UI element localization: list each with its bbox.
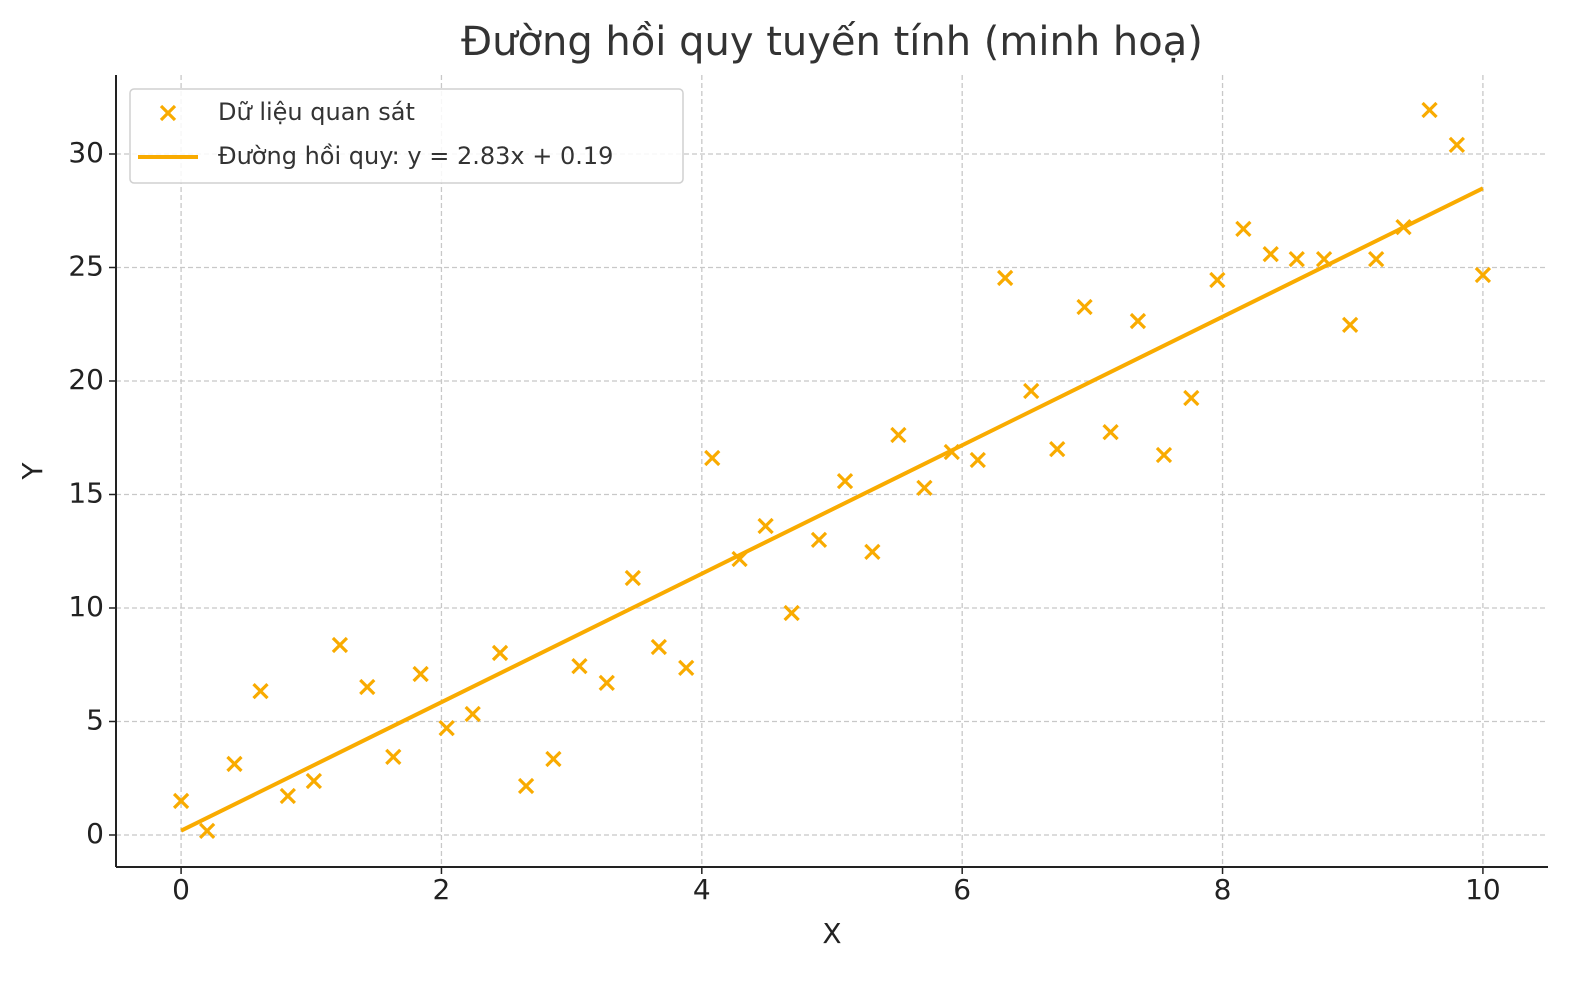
scatter-point [438,719,455,737]
y-tick-label: 0 [86,817,104,850]
x-tick-label: 6 [953,873,971,906]
scatter-point [783,604,800,622]
y-tick-label: 25 [68,249,104,282]
scatter-point [624,569,641,587]
scatter-point [757,517,774,535]
scatter-point [864,543,881,561]
scatter-point [1183,389,1200,407]
scatter-point [836,472,854,490]
x-tick-label: 2 [433,873,451,906]
x-tick-label: 0 [172,873,190,906]
scatter-point [1474,266,1492,284]
scatter-point [359,678,376,696]
scatter-point [1341,316,1359,334]
scatter-point [650,638,667,656]
scatter-point [517,777,535,795]
y-tick-label: 5 [86,703,104,736]
scatter-point [1076,298,1093,316]
scatter-point [1448,136,1466,154]
scatter-point [1049,440,1066,458]
scatter-point [890,426,907,444]
scatter-point [704,449,721,467]
scatter-point [1262,245,1279,263]
y-tick-label: 10 [68,590,104,623]
y-axis-label: Y [16,462,49,481]
scatter-point [1209,271,1226,289]
scatter-point [305,772,323,790]
scatter-point [252,682,269,700]
legend: Dữ liệu quan sát Đường hồi quy: y = 2.83x… [129,88,684,184]
scatter-point [226,755,243,773]
legend-label: Đường hồi quy: y = 2.83x + 0.19 [218,142,613,170]
scatter-point [1129,312,1147,330]
scatter-point [279,787,296,805]
x-axis-label: X [822,917,841,950]
scatter-point [172,792,190,810]
scatter-point [1288,250,1305,268]
scatter-point [1155,446,1173,464]
scatter-point [810,531,828,549]
scatter-point [997,269,1014,287]
scatter-point [1235,220,1252,238]
x-tick-label: 10 [1465,873,1501,906]
x-tick-label: 8 [1214,873,1232,906]
scatter-point [1102,423,1119,441]
scatter-point [331,636,349,654]
scatter-point [571,657,588,675]
scatter-point [598,674,615,692]
scatter-point [491,644,509,662]
legend-label: Dữ liệu quan sát [218,98,415,126]
scatter-point [464,705,481,723]
y-tick-label: 30 [68,136,104,169]
x-tick-label: 4 [693,873,711,906]
scatter-point [678,659,695,677]
legend-marker [159,104,177,122]
scatter-point [412,665,429,683]
scatter-point [1421,101,1438,119]
scatter-point [385,748,402,766]
regression-line [180,186,1484,833]
scatter-point [1023,382,1040,400]
scatter-point [1368,250,1385,268]
scatter-point [545,750,562,768]
y-tick-label: 15 [68,476,104,509]
chart-title: Đường hồi quy tuyến tính (minh hoạ) [461,19,1203,65]
legend-box [129,88,684,184]
scatter-point [916,479,933,497]
y-tick-label: 20 [68,363,104,396]
scatter-point [198,822,216,840]
scatter-point [969,451,986,469]
